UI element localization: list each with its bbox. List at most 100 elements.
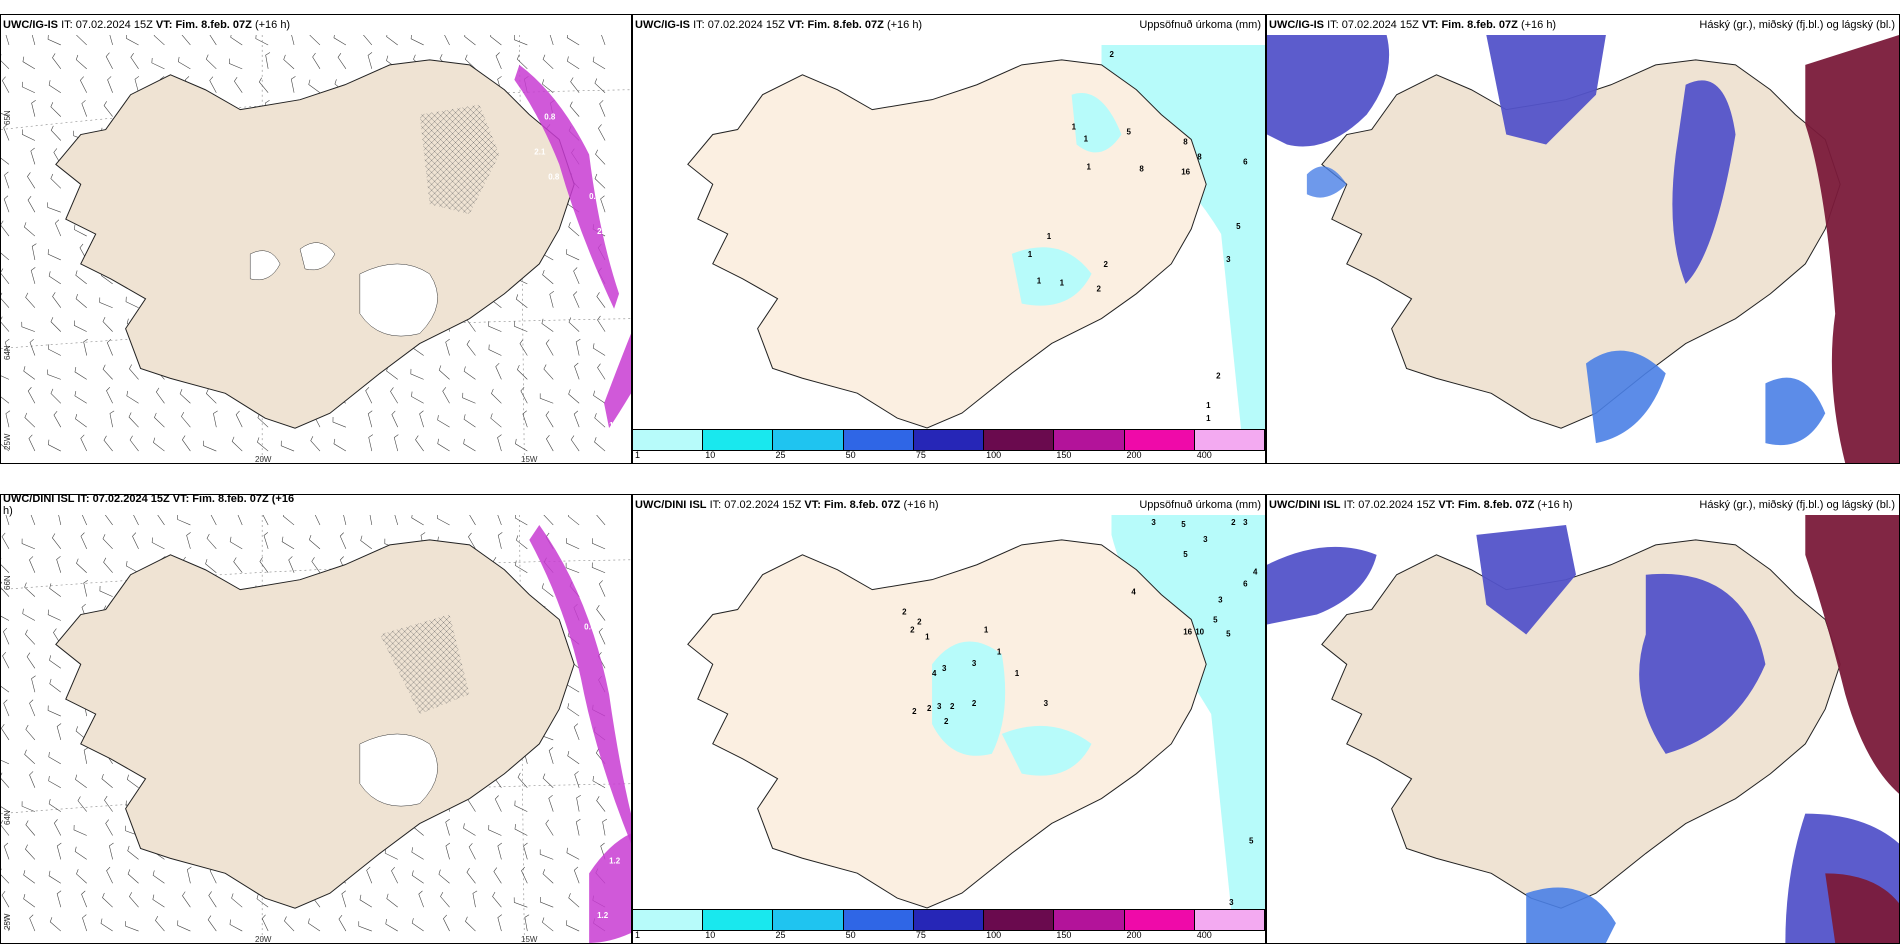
svg-text:5: 5 xyxy=(1181,520,1186,529)
wind-barb xyxy=(233,76,243,93)
wind-barb xyxy=(49,678,61,693)
wind-barb xyxy=(410,368,424,380)
wind-barb xyxy=(495,362,502,380)
panel-precip-bottom: UWC/DINI ISL IT: 07.02.2024 15Z VT: Fim.… xyxy=(632,494,1266,944)
wind-barb xyxy=(29,914,36,932)
wind-barb xyxy=(29,338,36,356)
wind-barb xyxy=(363,35,373,46)
svg-text:8: 8 xyxy=(1197,152,1202,161)
wind-barb xyxy=(31,99,36,117)
wind-barb xyxy=(56,723,62,741)
wind-barb xyxy=(592,775,606,788)
legend-swatch xyxy=(913,430,985,450)
wind-barb xyxy=(360,535,373,550)
svg-text:2: 2 xyxy=(944,717,949,726)
wind-barb xyxy=(516,54,528,70)
legend-label: 10 xyxy=(705,450,716,460)
legend-swatch xyxy=(773,910,844,930)
svg-text:1: 1 xyxy=(1028,250,1033,259)
svg-text:1: 1 xyxy=(1037,277,1042,286)
svg-text:2: 2 xyxy=(1216,371,1221,380)
wind-barb xyxy=(308,918,321,932)
wind-barb xyxy=(283,54,295,70)
wind-value-label: 0.8 xyxy=(589,192,601,201)
wind-barb xyxy=(127,845,139,860)
wind-barb xyxy=(186,866,192,884)
iceland-land xyxy=(1321,59,1841,429)
wind-value-label: 0.4 xyxy=(584,622,596,631)
wind-barb xyxy=(1,268,10,285)
wind-barb xyxy=(27,172,36,189)
wind-barb xyxy=(1,113,10,117)
legend-swatch xyxy=(843,910,914,930)
wind-barb xyxy=(105,819,113,836)
panel-header: UWC/DINI ISL IT: 07.02.2024 15Z VT: Fim.… xyxy=(1267,495,1899,515)
wind-barb xyxy=(128,412,139,428)
wind-barb xyxy=(539,849,554,860)
wind-barb xyxy=(30,147,36,165)
wind-barb xyxy=(153,437,165,452)
wind-barb xyxy=(386,35,398,46)
wind-barb xyxy=(31,675,36,693)
wind-barb xyxy=(312,52,321,69)
wind-barb xyxy=(490,413,502,428)
wind-barb xyxy=(515,560,528,573)
wind-barb xyxy=(74,390,87,404)
wind-barb xyxy=(542,79,554,93)
legend-swatch xyxy=(1194,430,1265,450)
wind-barb xyxy=(548,747,554,764)
svg-text:4: 4 xyxy=(1253,568,1258,577)
panel-title: Háský (gr.), miðský (fj.bl.) og lágský (… xyxy=(1699,499,1895,511)
wind-barb xyxy=(548,794,554,812)
wind-barb xyxy=(50,173,62,189)
wind-barb xyxy=(410,35,424,46)
wind-barb xyxy=(48,775,61,788)
wind-barb xyxy=(1,820,10,836)
svg-text:1: 1 xyxy=(1206,401,1211,410)
wind-barb xyxy=(521,866,528,884)
wind-barb xyxy=(549,291,555,308)
legend-label: 150 xyxy=(1056,930,1072,940)
wind-value-label: 2.1 xyxy=(534,147,546,156)
wind-barb xyxy=(134,76,140,93)
panel-wind-bottom: UWC/DINI ISL IT: 07.02.2024 15Z VT: Fim.… xyxy=(0,494,632,944)
svg-text:6: 6 xyxy=(1243,157,1248,166)
wind-barb xyxy=(29,699,36,717)
legend-label: 25 xyxy=(775,930,786,940)
wind-barb xyxy=(445,338,450,356)
lon-label: 20W xyxy=(255,935,272,944)
precip-values: 3 5 3 2 3 5 4 6 4 3 2 2 2 1 1 3 1 5 16 1… xyxy=(902,518,1258,907)
wind-barb xyxy=(23,894,36,908)
wind-barb xyxy=(31,243,37,261)
wind-barb xyxy=(593,390,606,404)
wind-barb xyxy=(394,515,399,526)
wind-barb xyxy=(25,724,36,741)
svg-text:3: 3 xyxy=(937,702,942,711)
legend-swatch xyxy=(633,910,704,930)
wind-barb xyxy=(514,35,528,46)
wind-barb xyxy=(542,269,554,285)
svg-text:3: 3 xyxy=(972,659,977,668)
wind-barb xyxy=(1,891,10,908)
wind-barb xyxy=(523,842,528,860)
wind-barb xyxy=(492,891,502,908)
wind-barb xyxy=(517,772,528,788)
wind-barb xyxy=(79,76,87,93)
wind-barb xyxy=(291,35,295,46)
panel-precip-top: UWC/IG-IS IT: 07.02.2024 15Z VT: Fim. 8.… xyxy=(632,14,1266,464)
wind-barb xyxy=(51,533,62,550)
wind-barb xyxy=(23,366,36,380)
wind-barb xyxy=(153,35,165,46)
wind-barb xyxy=(418,890,424,908)
svg-text:5: 5 xyxy=(1249,836,1254,845)
wind-barb xyxy=(106,866,113,884)
legend-swatch xyxy=(703,910,774,930)
wind-barb xyxy=(205,54,217,70)
wind-barb xyxy=(575,338,581,356)
wind-barb xyxy=(27,196,36,213)
wind-barb xyxy=(600,195,606,213)
wind-barb xyxy=(52,53,62,70)
svg-text:4: 4 xyxy=(932,669,937,678)
legend-label: 100 xyxy=(986,930,1002,940)
wind-barb xyxy=(151,57,165,70)
